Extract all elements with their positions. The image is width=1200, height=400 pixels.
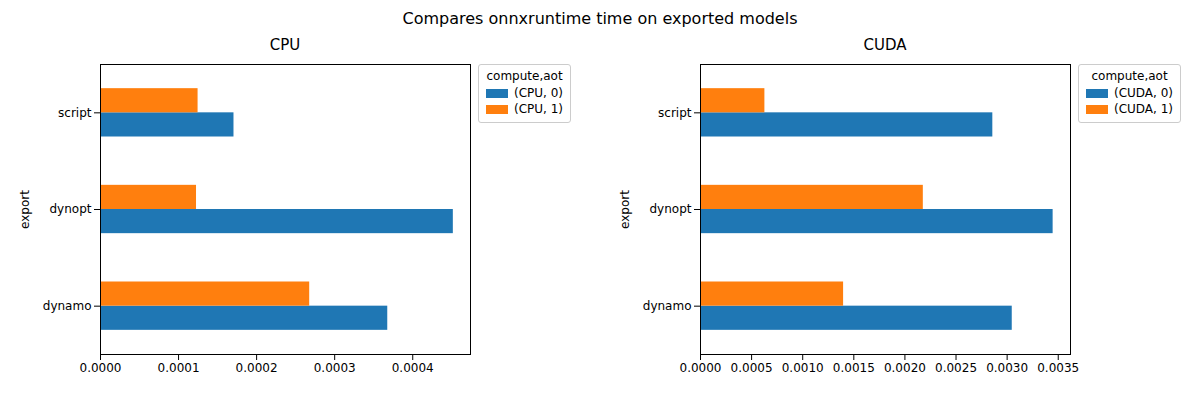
html-text:compute,aot: compute,aot xyxy=(1091,69,1168,83)
svg-text:0.0003: 0.0003 xyxy=(314,361,356,375)
html-text:compute,aot: compute,aot xyxy=(486,69,563,83)
svg-text:0.0000: 0.0000 xyxy=(80,361,122,375)
svg-text:0.0015: 0.0015 xyxy=(833,361,875,375)
html-text:CUDA: CUDA xyxy=(863,36,907,54)
html-text:(CUDA, 1): (CUDA, 1) xyxy=(1114,102,1173,116)
svg-text:0.0000: 0.0000 xyxy=(680,361,722,375)
html-text:CPU: CPU xyxy=(269,36,301,54)
svg-text:export: export xyxy=(618,190,632,229)
svg-text:0.0004: 0.0004 xyxy=(392,361,434,375)
svg-text:export: export xyxy=(18,190,32,229)
svg-text:script: script xyxy=(658,106,692,120)
html-text:Compares onnxruntime time on e: Compares onnxruntime time on exported mo… xyxy=(402,9,798,28)
svg-text:0.0020: 0.0020 xyxy=(884,361,926,375)
svg-text:0.0002: 0.0002 xyxy=(236,361,278,375)
svg-text:dynamo: dynamo xyxy=(643,299,692,313)
html-text:(CPU, 0): (CPU, 0) xyxy=(514,86,563,100)
svg-text:dynopt: dynopt xyxy=(50,202,92,216)
html-text:(CPU, 1): (CPU, 1) xyxy=(514,102,563,116)
svg-text:dynopt: dynopt xyxy=(650,202,692,216)
svg-text:script: script xyxy=(58,106,92,120)
svg-text:0.0005: 0.0005 xyxy=(731,361,773,375)
svg-text:dynamo: dynamo xyxy=(43,299,92,313)
svg-text:0.0025: 0.0025 xyxy=(935,361,977,375)
svg-text:0.0035: 0.0035 xyxy=(1037,361,1079,375)
html-text:(CUDA, 0): (CUDA, 0) xyxy=(1114,86,1173,100)
svg-text:0.0001: 0.0001 xyxy=(158,361,200,375)
svg-text:0.0030: 0.0030 xyxy=(986,361,1028,375)
svg-text:0.0010: 0.0010 xyxy=(782,361,824,375)
